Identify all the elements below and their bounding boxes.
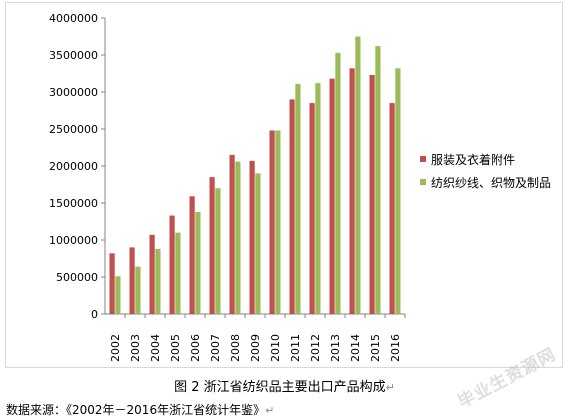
y-tick-label: 1000000	[49, 234, 98, 247]
x-tick-label: 2006	[189, 334, 202, 362]
y-tick-label: 3500000	[49, 49, 98, 62]
x-tick-label: 2016	[389, 334, 402, 362]
bar-apparel	[309, 103, 315, 314]
x-tick-label: 2009	[249, 334, 262, 362]
y-tick-label: 3000000	[49, 86, 98, 99]
y-tick-label: 2000000	[49, 160, 98, 173]
bar-textile	[215, 188, 221, 314]
x-tick-label: 2010	[269, 334, 282, 362]
bar-apparel	[229, 154, 235, 314]
x-tick-label: 2004	[149, 334, 162, 362]
legend-swatch	[420, 156, 426, 162]
bar-textile	[395, 68, 401, 314]
bar-apparel	[269, 130, 275, 314]
bar-apparel	[249, 160, 255, 314]
bar-apparel	[129, 247, 135, 314]
bar-textile	[375, 46, 381, 315]
bar-textile	[315, 83, 321, 315]
bar-textile	[355, 36, 361, 314]
x-tick-label: 2014	[349, 334, 362, 362]
bar-textile	[135, 266, 141, 314]
bar-textile	[295, 83, 301, 314]
x-tick-label: 2008	[229, 334, 242, 362]
bar-apparel	[189, 196, 195, 314]
x-tick-label: 2002	[109, 334, 122, 362]
x-tick-label: 2011	[289, 334, 302, 362]
bar-apparel	[149, 234, 155, 314]
legend-label: 纺织纱线、织物及制品	[431, 176, 551, 190]
bar-apparel	[329, 78, 335, 315]
bar-apparel	[209, 177, 215, 314]
bar-chart: 0 500000 1000000 1500000 2000000 2500000 30000…	[49, 12, 551, 362]
bar-textile	[155, 248, 161, 314]
y-tick-label: 2500000	[49, 123, 98, 136]
bar-apparel	[349, 68, 355, 314]
bar-apparel	[389, 103, 395, 314]
bar-apparel	[109, 253, 115, 314]
y-tick-label: 1500000	[49, 197, 98, 210]
y-tick-label: 500000	[56, 271, 98, 284]
x-tick-label: 2003	[129, 334, 142, 362]
bar-textile	[195, 211, 201, 314]
bar-textile	[175, 232, 181, 314]
return-mark: ↵	[265, 404, 275, 417]
figure-caption: 图 2 浙江省纺织品主要出口产品构成↵	[0, 376, 569, 395]
bar-textile	[275, 130, 281, 314]
bar-textile	[115, 276, 121, 314]
x-tick-label: 2007	[209, 334, 222, 362]
chart-frame	[5, 2, 563, 368]
return-mark: ↵	[385, 381, 395, 394]
legend-label: 服装及衣着附件	[431, 152, 515, 167]
x-tick-label: 2013	[329, 334, 342, 362]
legend-swatch	[420, 179, 426, 185]
y-tick-label: 4000000	[49, 12, 98, 25]
x-tick-label: 2012	[309, 334, 322, 362]
bar-apparel	[169, 215, 175, 314]
bar-apparel	[369, 74, 375, 314]
bar-apparel	[289, 99, 295, 315]
source-text: 数据来源：《2002年－2016年浙江省统计年鉴》	[6, 403, 266, 417]
bar-textile	[235, 161, 241, 314]
data-source-note: 数据来源：《2002年－2016年浙江省统计年鉴》↵	[6, 401, 274, 418]
x-tick-label: 2015	[369, 334, 382, 362]
bar-textile	[255, 173, 261, 314]
bar-textile	[335, 52, 341, 314]
caption-text: 图 2 浙江省纺织品主要出口产品构成	[174, 380, 386, 395]
y-tick-label: 0	[91, 308, 98, 321]
x-tick-label: 2005	[169, 334, 182, 362]
